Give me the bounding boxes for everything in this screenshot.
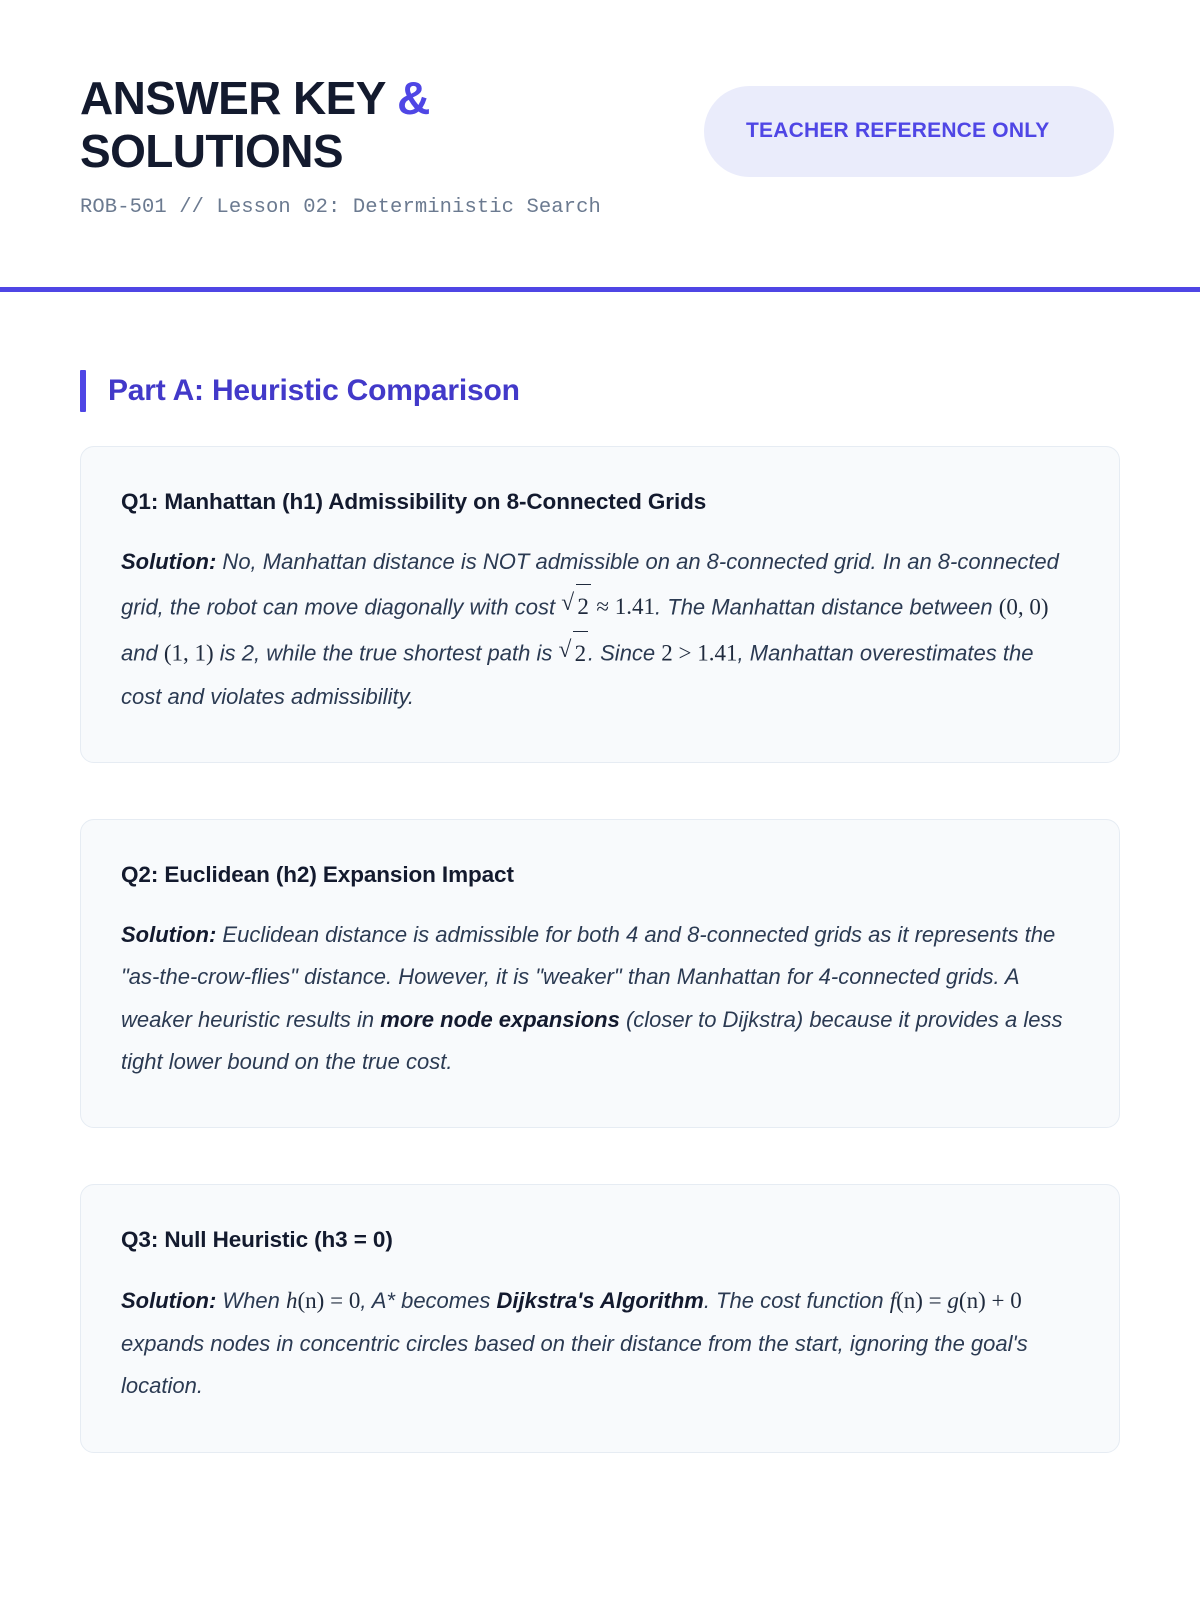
solution-text-part: is 2, while the true shortest path is bbox=[213, 640, 559, 666]
math-point-origin: (0, 0) bbox=[998, 594, 1049, 620]
document-header: ANSWER KEY & SOLUTIONS ROB-501 // Lesson … bbox=[0, 0, 1200, 227]
solution-emphasis: more node expansions bbox=[380, 1006, 620, 1032]
solution-text-part: and bbox=[121, 640, 164, 666]
solution-label: Solution: bbox=[121, 1288, 217, 1314]
question-title: Q1: Manhattan (h1) Admissibility on 8-Co… bbox=[121, 488, 707, 514]
solution-text-part: , A* becomes bbox=[360, 1288, 497, 1314]
question-solution-body: Solution: Euclidean distance is admissib… bbox=[121, 914, 1079, 1083]
math-radicand: 2 bbox=[575, 584, 591, 629]
solution-label: Solution: bbox=[121, 922, 217, 948]
page-title-ampersand: & bbox=[397, 72, 430, 124]
solution-label: Solution: bbox=[121, 548, 217, 574]
question-card-q3: Q3: Null Heuristic (h3 = 0) Solution: Wh… bbox=[80, 1184, 1120, 1453]
math-h-of-n-equals-zero: h(n) = 0 bbox=[286, 1288, 360, 1313]
question-card-q1: Q1: Manhattan (h1) Admissibility on 8-Co… bbox=[80, 445, 1120, 764]
question-solution-body: Solution: When h(n) = 0, A* becomes Dijk… bbox=[121, 1279, 1079, 1408]
question-card-list: Q1: Manhattan (h1) Admissibility on 8-Co… bbox=[80, 445, 1120, 1453]
page-title-main: ANSWER KEY bbox=[80, 72, 398, 124]
solution-text-part: When bbox=[216, 1288, 287, 1314]
math-variable: h bbox=[286, 1288, 298, 1314]
question-card-q2: Q2: Euclidean (h2) Expansion Impact Solu… bbox=[80, 819, 1120, 1129]
course-subtitle: ROB-501 // Lesson 02: Deterministic Sear… bbox=[80, 195, 601, 219]
solution-emphasis: Dijkstra's Algorithm bbox=[496, 1288, 704, 1314]
math-cost-function: f(n) = g(n) + 0 bbox=[890, 1288, 1022, 1313]
math-inequality: 2 > 1.41 bbox=[661, 640, 738, 666]
math-argument: (n) bbox=[896, 1288, 923, 1314]
status-badge: TEACHER REFERENCE ONLY bbox=[704, 86, 1114, 177]
section-accent-bar bbox=[80, 369, 86, 412]
solution-text-part: . The cost function bbox=[703, 1288, 890, 1314]
math-variable: g bbox=[947, 1288, 959, 1314]
header-title-group: ANSWER KEY & SOLUTIONS ROB-501 // Lesson … bbox=[80, 72, 680, 227]
math-point-one-one: (1, 1) bbox=[163, 640, 214, 666]
main-content: Part A: Heuristic Comparison Q1: Manhatt… bbox=[0, 369, 1200, 1453]
math-argument: (n) bbox=[958, 1288, 986, 1314]
math-addend: + 0 bbox=[985, 1288, 1022, 1314]
question-title: Q3: Null Heuristic (h3 = 0) bbox=[121, 1227, 393, 1253]
math-approx-value: ≈ 1.41 bbox=[590, 594, 656, 620]
solution-text-part: No, Manhattan distance is NOT admissible… bbox=[121, 548, 1059, 620]
solution-text-part: . Since bbox=[587, 640, 662, 666]
math-variable: f bbox=[889, 1288, 897, 1314]
math-sqrt-two-approx: 2 ≈ 1.41 bbox=[561, 581, 656, 626]
solution-text-part: (closer to Dijkstra) because it provides… bbox=[121, 1006, 1063, 1074]
math-radicand: 2 bbox=[572, 630, 588, 676]
header-divider bbox=[0, 286, 1200, 292]
solution-text-part: . The Manhattan distance between bbox=[655, 594, 999, 620]
solution-text-part: , Manhattan overestimates the cost and v… bbox=[121, 640, 1034, 709]
math-equality: = bbox=[922, 1288, 948, 1314]
math-argument: (n) bbox=[297, 1288, 325, 1314]
section-header: Part A: Heuristic Comparison bbox=[80, 369, 1120, 412]
page-title-line-2: SOLUTIONS bbox=[80, 125, 344, 178]
solution-text-part: Euclidean distance is admissible for bot… bbox=[121, 922, 1056, 1032]
question-title: Q2: Euclidean (h2) Expansion Impact bbox=[121, 862, 514, 888]
page-title: ANSWER KEY & SOLUTIONS bbox=[80, 72, 680, 179]
section-title: Part A: Heuristic Comparison bbox=[108, 373, 520, 407]
math-sqrt-two: 2 bbox=[559, 628, 588, 673]
solution-text-part: expands nodes in concentric circles base… bbox=[121, 1331, 1028, 1399]
math-equality: = 0 bbox=[324, 1288, 361, 1314]
question-solution-body: Solution: No, Manhattan distance is NOT … bbox=[121, 541, 1079, 719]
